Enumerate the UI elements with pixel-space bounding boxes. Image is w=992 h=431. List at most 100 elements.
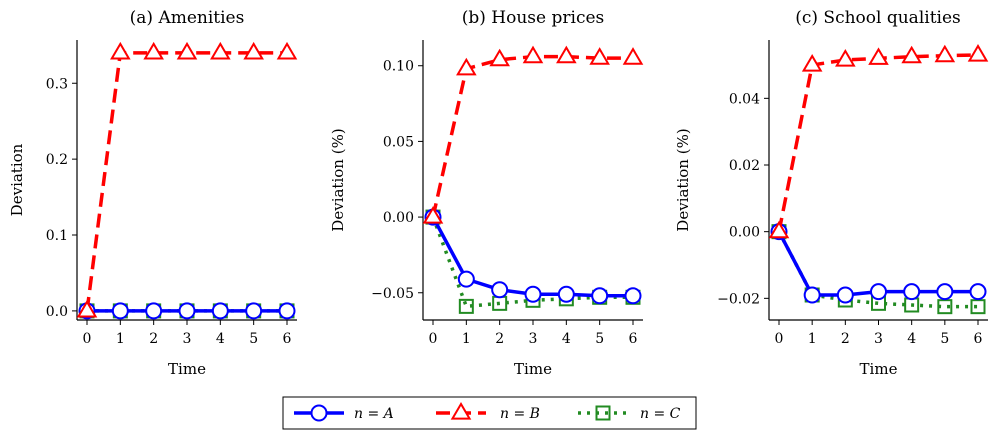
series-b (76, 41, 298, 318)
chart-panel-1: (a) Amenities 0.0 0.1 0.2 0.3 0 1 2 3 4 5 6 Time Devi… (8, 8, 298, 378)
x-tick-label: 4 (216, 331, 225, 347)
data-point (589, 47, 610, 65)
series-a (78, 302, 296, 320)
legend-marker-c (595, 405, 611, 421)
y-axis-label: Deviation (%) (329, 128, 347, 231)
data-point (278, 302, 296, 320)
chart-title: (b) House prices (462, 8, 605, 28)
series-b (768, 44, 989, 239)
y-tick-label: 0.2 (46, 152, 68, 168)
data-point (111, 302, 129, 320)
x-tick-label: 6 (974, 331, 983, 347)
series-b (422, 45, 644, 224)
x-tick-label: 1 (116, 331, 125, 347)
x-axis-label: Time (860, 360, 898, 378)
y-axis-label: Deviation (8, 143, 26, 216)
data-point (145, 302, 163, 320)
legend-entry-c: n = C (578, 405, 681, 422)
data-point (836, 286, 854, 304)
legend-label-a: n = A (354, 406, 394, 422)
legend-marker-a (310, 404, 328, 422)
x-axis-label: Time (168, 360, 206, 378)
legend-entry-b: n = B (436, 402, 540, 422)
y-tick-label: 0.00 (729, 225, 760, 241)
legend-marker-shape (450, 402, 472, 420)
x-tick-label: 2 (841, 331, 850, 347)
data-point (970, 299, 986, 315)
series-line (777, 53, 979, 233)
series-a (424, 208, 642, 305)
data-point (243, 41, 264, 60)
y-tick-label: 0.0 (46, 304, 68, 320)
y-tick-label: 0.10 (383, 59, 414, 75)
series-a (770, 223, 987, 304)
x-tick-label: 2 (495, 331, 504, 347)
x-tick-label: 0 (429, 331, 438, 347)
x-tick-label: 6 (629, 331, 638, 347)
y-tick-label: 0.02 (729, 158, 760, 174)
x-tick-label: 3 (874, 331, 883, 347)
data-point (903, 283, 921, 301)
data-point (622, 47, 644, 65)
data-point (557, 285, 575, 303)
legend-frame (282, 396, 697, 430)
data-point (936, 283, 954, 301)
data-point (624, 287, 642, 305)
legend-marker-b (450, 402, 472, 420)
y-tick-label: 0.05 (383, 134, 414, 150)
x-tick-label: 6 (283, 331, 292, 347)
y-tick-label: 0.00 (383, 210, 414, 226)
y-tick-label: 0.04 (729, 91, 760, 107)
data-point (934, 44, 956, 63)
y-tick-label: 0.3 (46, 76, 68, 92)
y-axis-label: Deviation (%) (674, 128, 692, 231)
data-point (901, 45, 922, 64)
legend-marker-shape (310, 404, 328, 422)
data-point (276, 41, 298, 60)
data-point (489, 48, 510, 67)
data-point (211, 302, 229, 320)
data-point (456, 57, 477, 76)
series-line (85, 51, 287, 312)
legend: n = A n = B n = C (282, 396, 697, 430)
chart-panel-3: (c) School qualities −0.02 0.00 0.02 0.04 0 1 2… (674, 8, 989, 378)
data-point (969, 283, 987, 301)
x-tick-label: 3 (529, 331, 538, 347)
x-tick-label: 1 (462, 331, 471, 347)
data-point (591, 287, 609, 305)
data-point (178, 302, 196, 320)
data-point (803, 286, 821, 304)
data-point (245, 302, 263, 320)
legend-label-b: n = B (500, 406, 540, 422)
y-tick-label: −0.05 (371, 286, 414, 302)
data-point (176, 41, 198, 60)
data-point (524, 285, 542, 303)
legend-marker-shape (595, 405, 611, 421)
data-point (110, 41, 131, 60)
chart-title: (c) School qualities (795, 8, 961, 28)
legend-label-c: n = C (640, 406, 681, 422)
x-tick-label: 2 (149, 331, 158, 347)
data-point (491, 281, 509, 299)
x-tick-label: 5 (595, 331, 604, 347)
y-tick-label: 0.1 (46, 228, 68, 244)
series-line (431, 54, 633, 218)
x-tick-label: 0 (775, 331, 784, 347)
x-tick-label: 4 (562, 331, 571, 347)
x-tick-label: 4 (907, 331, 916, 347)
chart-panels: (a) Amenities 0.0 0.1 0.2 0.3 0 1 2 3 4 5 6 Time Devi… (8, 8, 989, 378)
data-point (835, 49, 856, 67)
data-point (556, 45, 577, 64)
x-tick-label: 1 (808, 331, 817, 347)
x-tick-label: 5 (249, 331, 258, 347)
data-point (422, 206, 444, 224)
data-point (457, 270, 475, 288)
x-tick-label: 5 (940, 331, 949, 347)
x-tick-label: 3 (183, 331, 192, 347)
data-point (768, 220, 790, 239)
data-point (801, 54, 823, 72)
x-tick-label: 0 (83, 331, 92, 347)
x-axis-label: Time (514, 360, 552, 378)
data-point (210, 41, 231, 60)
